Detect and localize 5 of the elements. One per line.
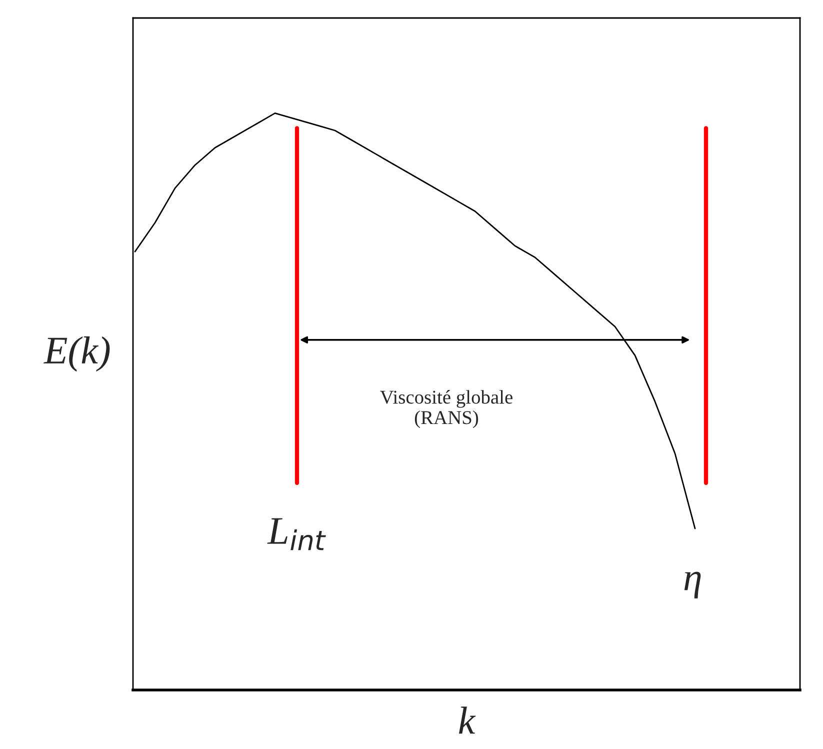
x-axis-title: k (458, 706, 476, 734)
annotation: L$_{int}$ (267, 518, 326, 550)
annotation: η (684, 572, 701, 598)
annotation: Viscosité globale (RANS) (380, 390, 512, 428)
y-axis-title: E(k) (44, 336, 110, 372)
